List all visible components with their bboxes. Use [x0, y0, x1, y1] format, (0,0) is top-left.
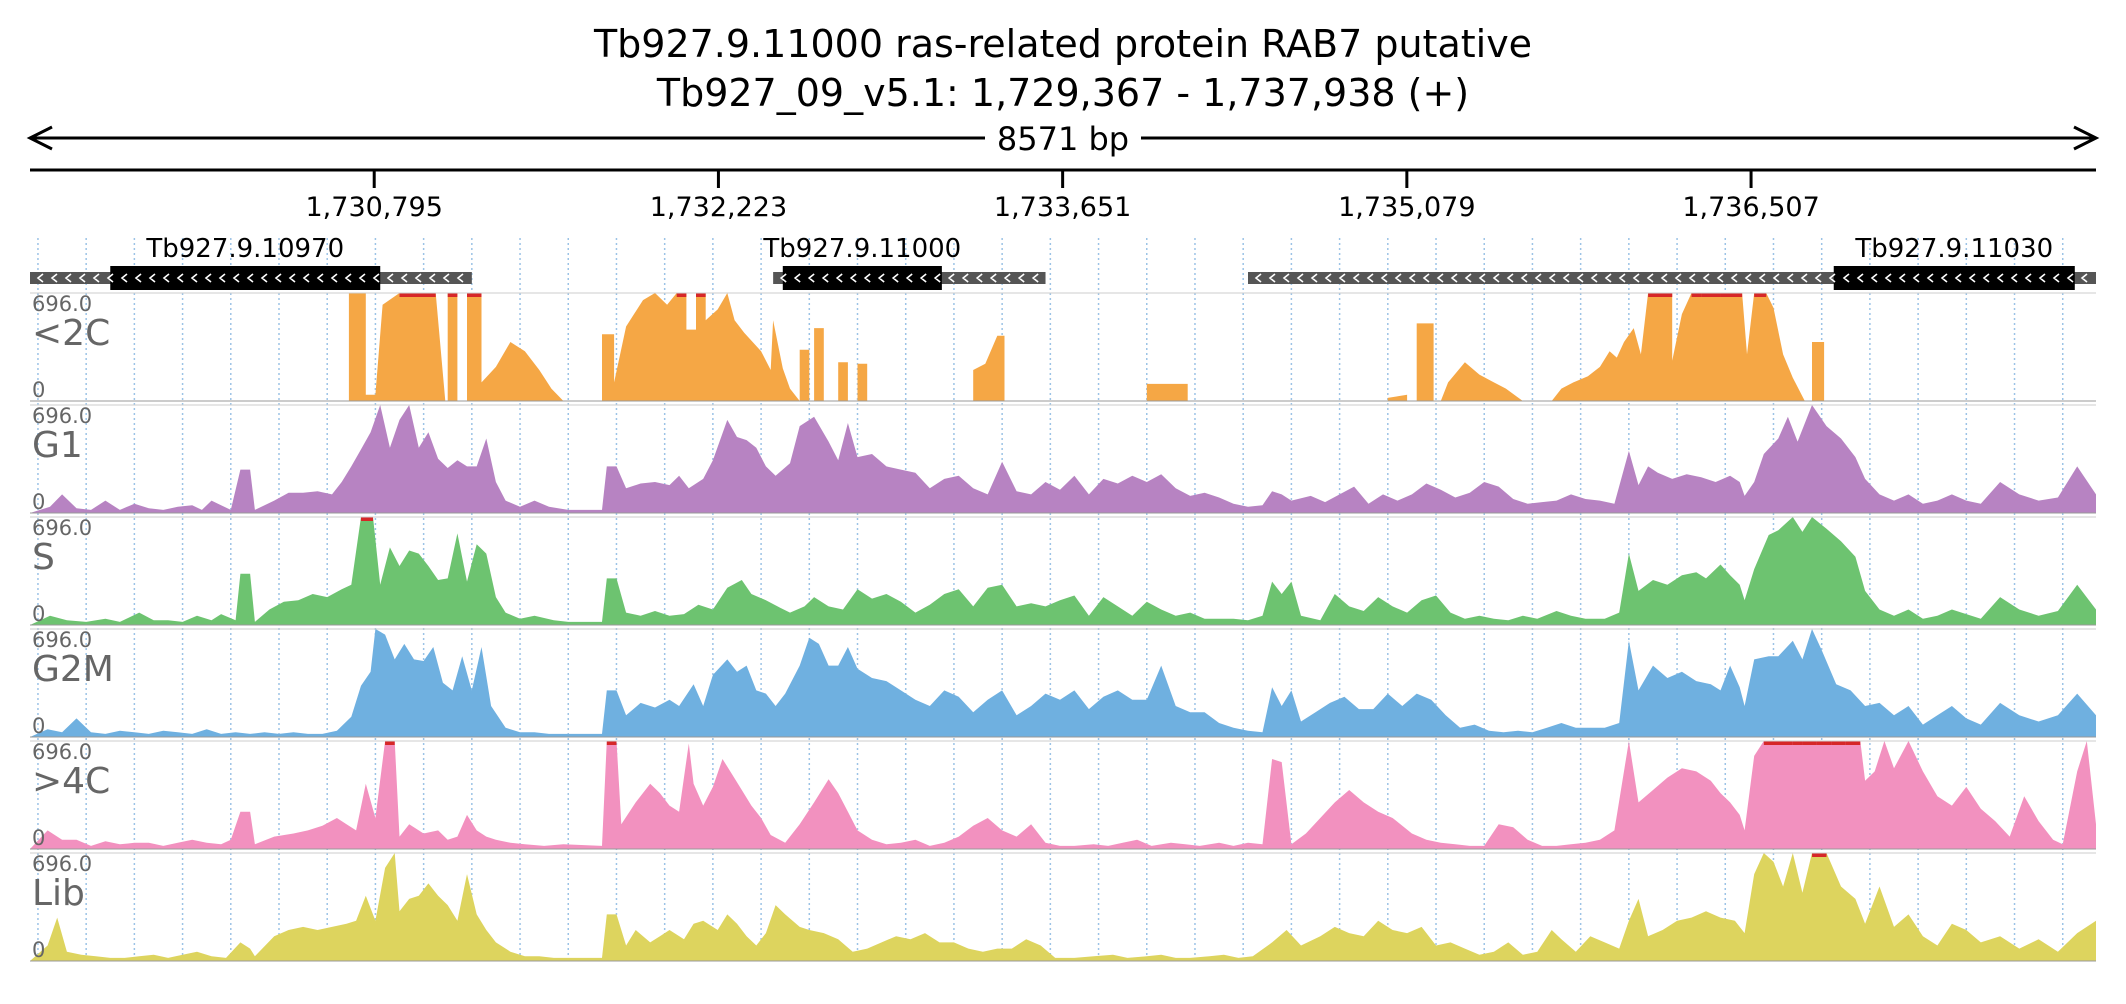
gene-label: Tb927.9.11030: [1854, 234, 2053, 264]
axis-tick-label: 1,733,651: [994, 192, 1131, 223]
gene-label: Tb927.9.10970: [145, 234, 344, 264]
coverage-area: [30, 853, 2096, 961]
gene-cds: [782, 266, 942, 290]
gene-strand-arrows: [36, 273, 464, 283]
track-min-label: 0: [32, 490, 45, 514]
overflow-marker: [606, 741, 617, 745]
coverage-area: [30, 517, 2096, 625]
track-min-label: 0: [32, 826, 45, 850]
gene-strand-arrows: [779, 273, 1039, 283]
track-name-label: G1: [32, 425, 83, 466]
figure-title-line2: Tb927_09_v5.1: 1,729,367 - 1,737,938 (+): [656, 71, 1469, 115]
overflow-marker: [676, 293, 687, 297]
overflow-marker: [1701, 293, 1721, 297]
span-indicator: 8571 bp: [26, 120, 2100, 158]
track-name-label: G2M: [32, 649, 114, 690]
overflow-marker: [1763, 741, 1793, 745]
overflow-marker: [413, 293, 436, 297]
axis-tick-label: 1,732,223: [650, 192, 787, 223]
coverage-area: [30, 741, 2096, 849]
overflow-marker: [1845, 741, 1861, 745]
span-arrow-left: [26, 125, 53, 151]
coverage-area: [30, 293, 2096, 401]
overflow-marker: [1831, 741, 1846, 745]
gene-cds: [110, 266, 381, 290]
overflow-marker: [385, 741, 395, 745]
overflow-marker: [399, 293, 414, 297]
overflow-marker: [1691, 293, 1702, 297]
overflow-marker: [447, 293, 458, 297]
overflow-marker: [360, 517, 374, 521]
track-min-label: 0: [32, 938, 45, 962]
axis-tick-label: 1,735,079: [1338, 192, 1475, 223]
track-min-label: 0: [32, 714, 45, 738]
span-arrow-right: [2073, 125, 2100, 151]
overflow-marker: [696, 293, 706, 297]
track-name-label: <2C: [32, 313, 110, 354]
overflow-marker: [467, 293, 482, 297]
overflow-marker: [1648, 293, 1673, 297]
track-min-label: 0: [32, 378, 45, 402]
track-max-label: 696.0: [32, 628, 92, 652]
track-max-label: 696.0: [32, 404, 92, 428]
track-min-label: 0: [32, 602, 45, 626]
axis-tick-label: 1,736,507: [1682, 192, 1819, 223]
overflow-marker: [1816, 741, 1832, 745]
coverage-tracks: 696.00<2C696.00G1696.00S696.00G2M696.00>…: [30, 292, 2096, 962]
track-name-label: >4C: [32, 761, 110, 802]
figure-title-line1: Tb927.9.11000 ras-related protein RAB7 p…: [593, 22, 1532, 66]
track-name-label: S: [32, 537, 55, 578]
gene-track: Tb927.9.10970 Tb927.9.11000 Tb927.9.11030: [30, 234, 2096, 290]
gridlines: [37, 238, 2064, 962]
track-max-label: 696.0: [32, 292, 92, 316]
overflow-marker: [1802, 741, 1817, 745]
coverage-area: [30, 629, 2096, 737]
overflow-marker: [1792, 741, 1803, 745]
gene-label: Tb927.9.11000: [762, 234, 961, 264]
gene-strand-arrows: [1254, 273, 2088, 283]
span-label: 8571 bp: [997, 120, 1129, 158]
track-name-label: Lib: [32, 873, 85, 914]
track-max-label: 696.0: [32, 516, 92, 540]
track-max-label: 696.0: [32, 852, 92, 876]
genomic-axis: 1,730,795 1,732,223 1,733,651 1,735,079 1,73…: [30, 168, 2096, 223]
overflow-marker: [1720, 293, 1743, 297]
overflow-marker: [1754, 293, 1767, 297]
axis-tick-label: 1,730,795: [306, 192, 443, 223]
gene-cds: [1833, 266, 2075, 290]
track-max-label: 696.0: [32, 740, 92, 764]
coverage-area: [30, 405, 2096, 513]
overflow-marker: [1812, 853, 1827, 857]
